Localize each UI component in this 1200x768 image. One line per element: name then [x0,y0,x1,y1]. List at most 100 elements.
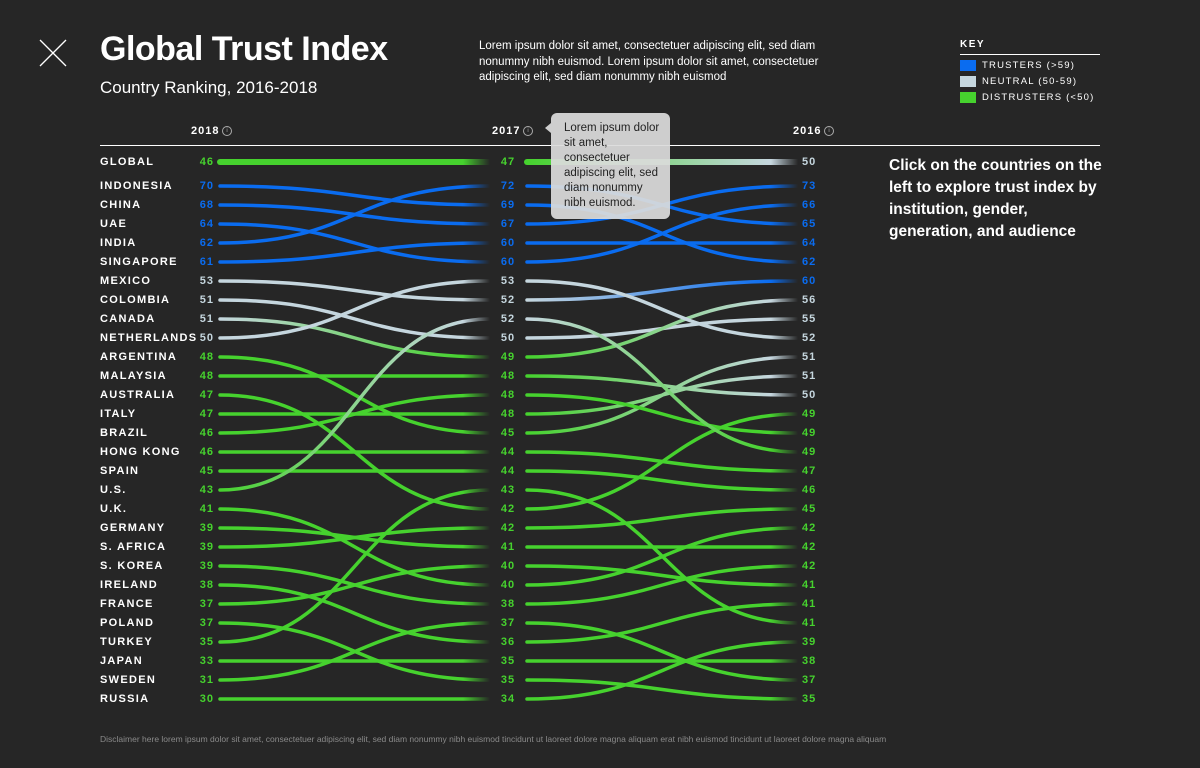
value-2017: 67 [500,218,516,230]
country-india[interactable]: INDIA [100,237,137,249]
flow-line-2018-2017 [218,317,492,359]
country-turkey[interactable]: TURKEY [100,636,154,648]
country-netherlands[interactable]: NETHERLANDS [100,332,198,344]
country-russia[interactable]: RUSSIA [100,693,150,705]
legend-item-trusters: TRUSTERS (>59) [960,60,1100,71]
value-2018: 31 [199,674,214,686]
page-subtitle: Country Ranking, 2016-2018 [100,78,318,97]
value-2016: 42 [802,522,817,534]
value-2017: 41 [500,541,516,553]
value-2018: 62 [199,237,214,249]
value-2016: 52 [802,332,817,344]
country-u-s[interactable]: U.S. [100,484,127,496]
value-2017: 60 [500,256,516,268]
flow-line-2018-2017 [218,241,492,264]
value-2017: 35 [500,655,516,667]
country-u-k[interactable]: U.K. [100,503,128,515]
country-spain[interactable]: SPAIN [100,465,140,477]
value-2017: 43 [500,484,516,496]
value-2016: 73 [802,180,817,192]
country-uae[interactable]: UAE [100,218,128,230]
country-ireland[interactable]: IRELAND [100,579,158,591]
country-australia[interactable]: AUSTRALIA [100,389,176,401]
country-malaysia[interactable]: MALAYSIA [100,370,167,382]
tooltip: Lorem ipsum dolor sit amet, consectetuer… [545,113,670,219]
value-2018: 47 [199,408,214,420]
country-canada[interactable]: CANADA [100,313,156,325]
legend: KEY TRUSTERS (>59) NEUTRAL (50-59) DISTR… [960,39,1100,103]
column-header-2017: 2017 i [492,125,534,137]
flow-line-2018-2017 [218,526,492,549]
value-2017: 47 [500,156,516,168]
country-s-korea[interactable]: S. KOREA [100,560,164,572]
column-label: 2018 [191,125,220,137]
country-hong-kong[interactable]: HONG KONG [100,446,181,458]
info-icon[interactable]: i [222,126,233,136]
column-header-2016: 2016 i [793,125,835,137]
country-italy[interactable]: ITALY [100,408,137,420]
flow-line-2017-2016 [525,298,800,359]
value-2017: 44 [500,465,516,477]
value-2017: 37 [500,617,516,629]
country-germany[interactable]: GERMANY [100,522,166,534]
value-2018: 39 [199,541,214,553]
value-2016: 65 [802,218,817,230]
country-china[interactable]: CHINA [100,199,142,211]
flow-line-2018-2017 [218,564,492,606]
country-sweden[interactable]: SWEDEN [100,674,157,686]
flow-line-2018-2017 [218,184,492,245]
value-2017: 72 [500,180,516,192]
value-2016: 56 [802,294,817,306]
column-header-2018: 2018 i [191,125,233,137]
value-2018: 61 [199,256,214,268]
value-2016: 41 [802,617,817,629]
close-icon[interactable] [38,38,68,68]
country-colombia[interactable]: COLOMBIA [100,294,171,306]
value-2017: 42 [500,522,516,534]
info-icon[interactable]: i [523,126,534,136]
value-2017: 45 [500,427,516,439]
value-2018: 68 [199,199,214,211]
flow-line-2017-2016 [525,640,800,701]
info-icon[interactable]: i [824,126,835,136]
legend-swatch-neutral [960,76,976,87]
value-2017: 53 [500,275,516,287]
flow-line-2017-2016 [525,507,800,530]
value-2016: 42 [802,560,817,572]
value-2017: 38 [500,598,516,610]
value-2018: 48 [199,370,214,382]
value-2018: 37 [199,617,214,629]
disclaimer: Disclaimer here lorem ipsum dolor sit am… [100,734,887,744]
country-singapore[interactable]: SINGAPORE [100,256,178,268]
value-2018: 46 [199,156,214,168]
country-mexico[interactable]: MEXICO [100,275,152,287]
legend-item-distrusters: DISTRUSTERS (<50) [960,92,1100,103]
value-2017: 48 [500,370,516,382]
value-2018: 46 [199,427,214,439]
value-2017: 48 [500,389,516,401]
flow-line-2018-2017 [218,184,492,207]
flow-line-2017-2016 [525,564,800,587]
value-2018: 51 [199,313,214,325]
country-s-africa[interactable]: S. AFRICA [100,541,167,553]
value-2017: 34 [500,693,516,705]
value-2018: 35 [199,636,214,648]
country-indonesia[interactable]: INDONESIA [100,180,173,192]
legend-label: NEUTRAL (50-59) [982,76,1078,87]
flow-line-2017-2016 [525,374,800,416]
flow-line-2018-2017 [218,279,492,340]
country-japan[interactable]: JAPAN [100,655,143,667]
country-argentina[interactable]: ARGENTINA [100,351,178,363]
country-global[interactable]: GLOBAL [100,156,155,168]
value-2016: 50 [802,389,817,401]
country-france[interactable]: FRANCE [100,598,154,610]
flow-line-2018-2017 [218,279,492,302]
flow-line-2018-2017 [218,583,492,644]
flow-line-2017-2016 [525,393,800,435]
column-label: 2017 [492,125,521,137]
country-brazil[interactable]: BRAZIL [100,427,149,439]
value-2018: 30 [199,693,214,705]
flow-line-2018-2017 [218,488,492,644]
country-poland[interactable]: POLAND [100,617,155,629]
